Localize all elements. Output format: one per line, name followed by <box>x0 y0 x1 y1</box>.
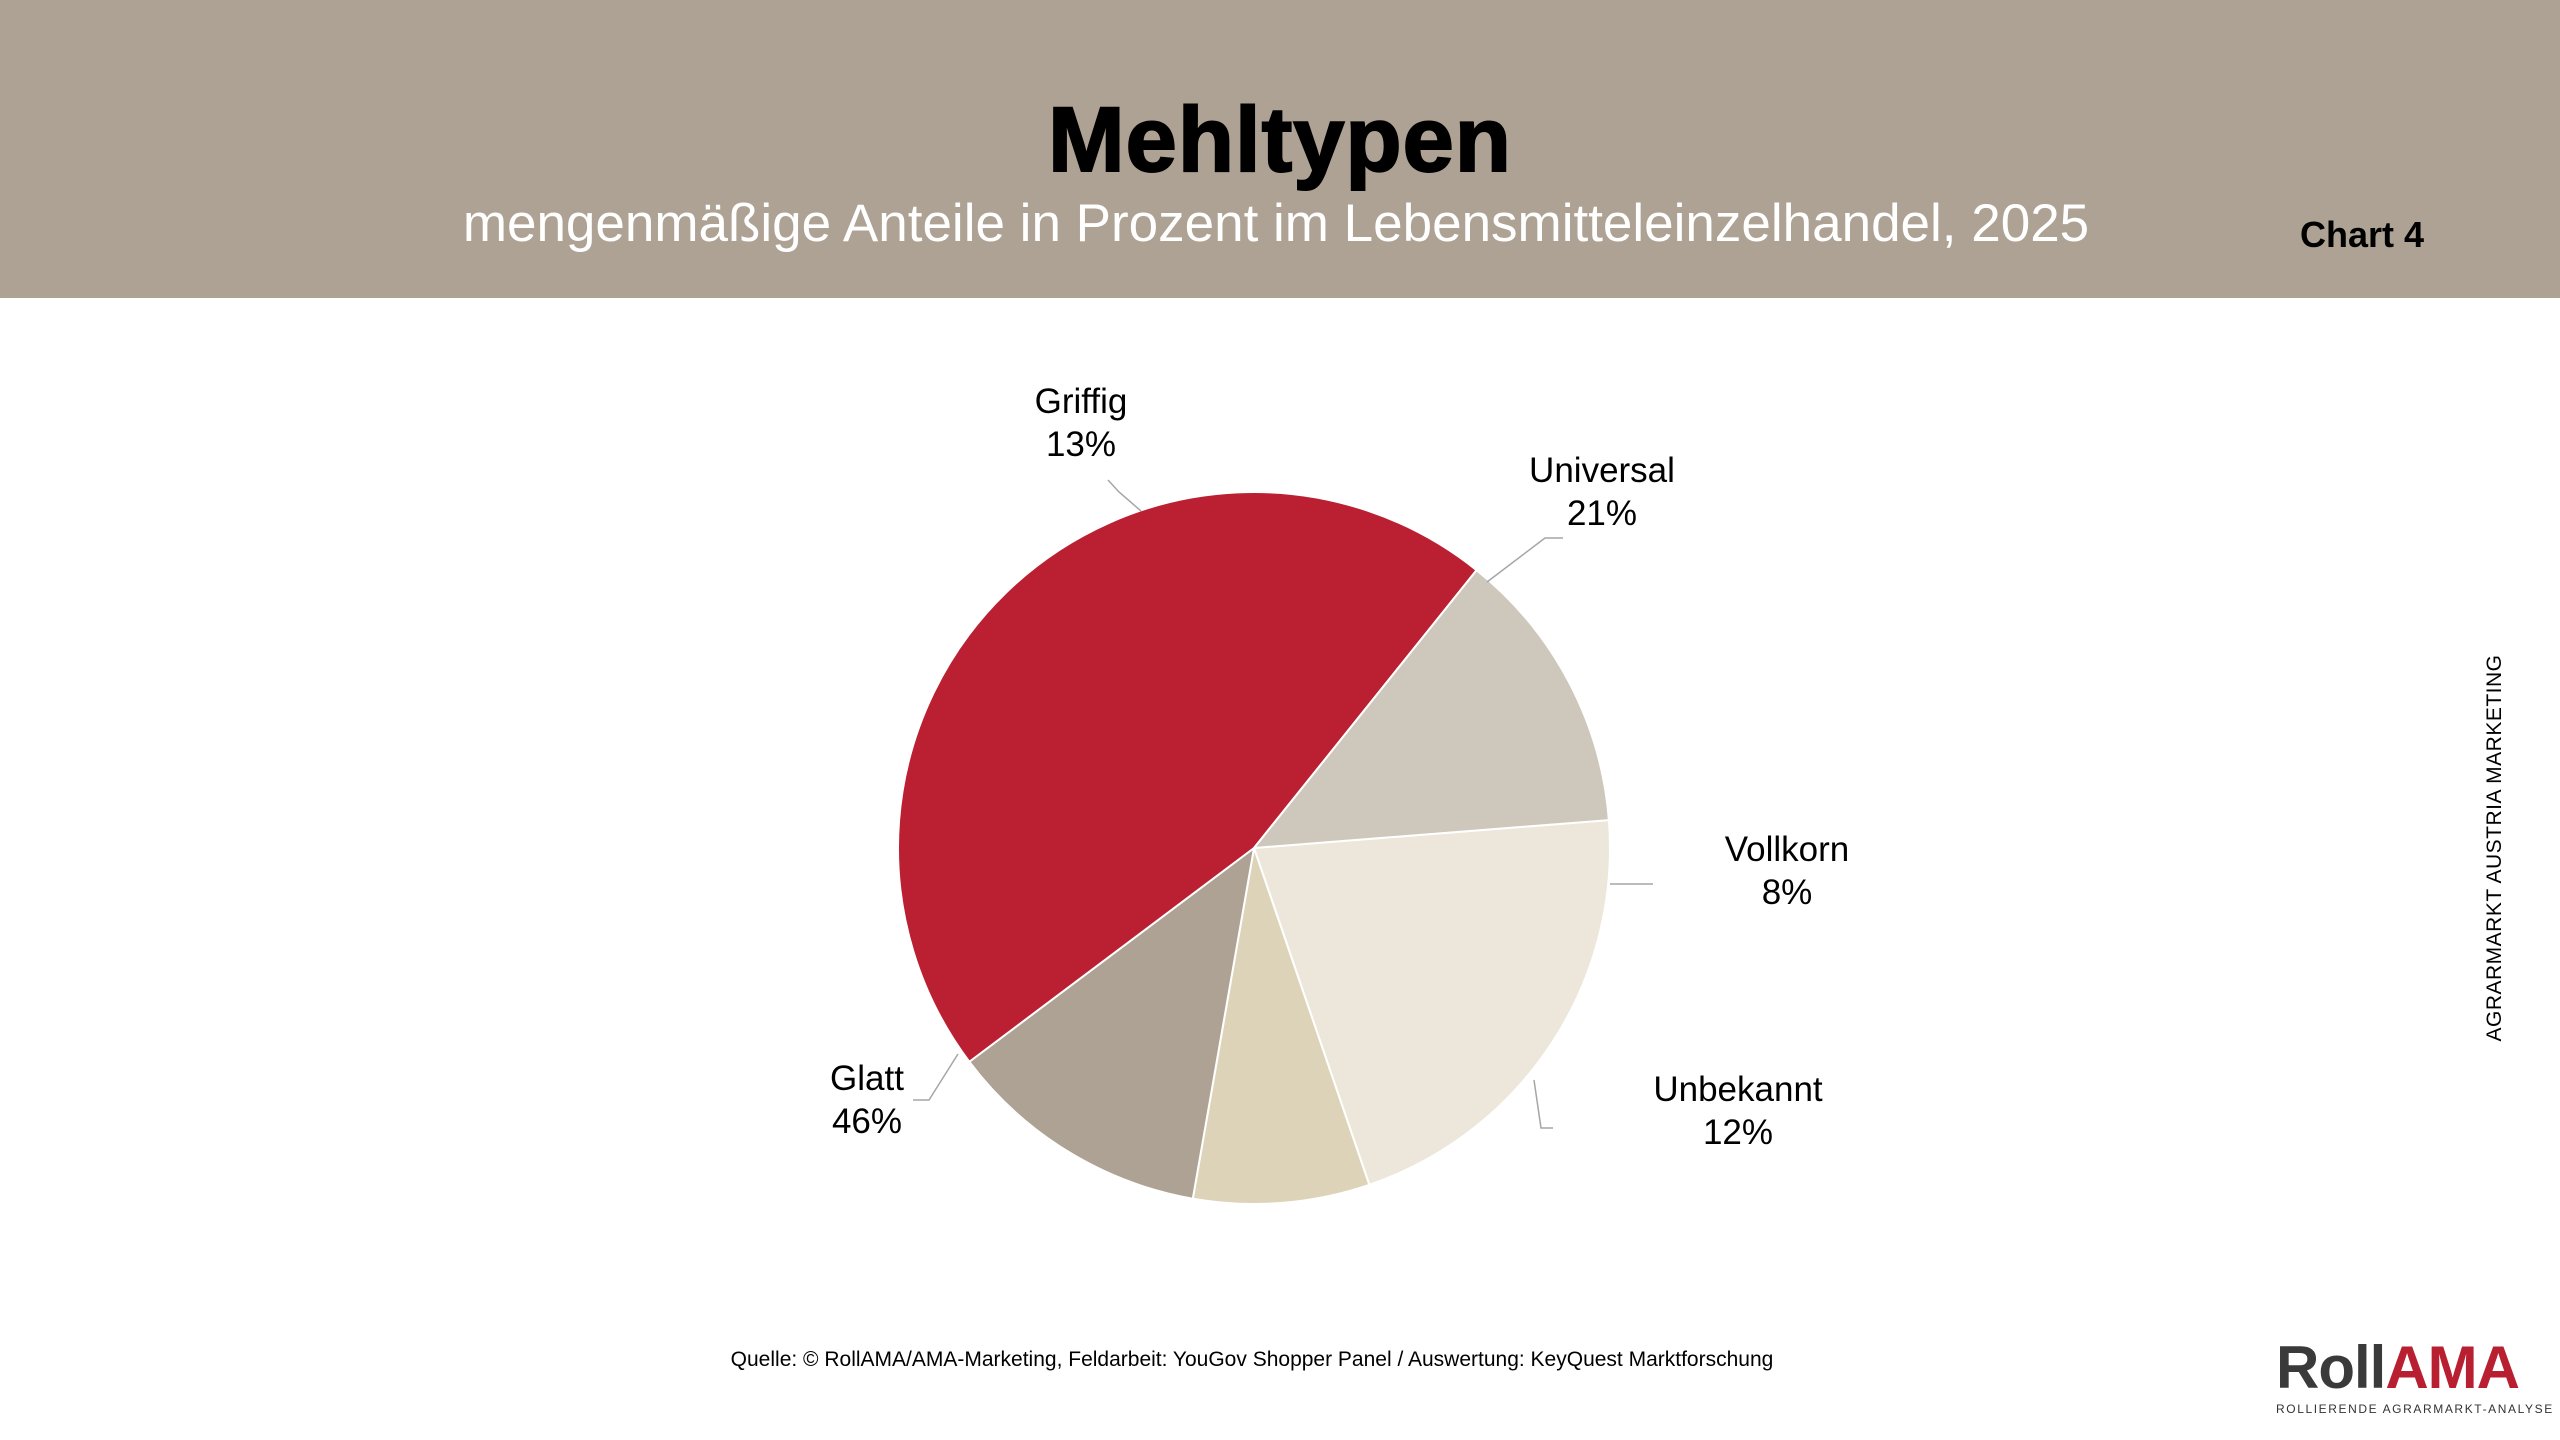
chart-subtitle: mengenmäßige Anteile in Prozent im Leben… <box>0 193 2560 254</box>
slice-label-vollkorn: Vollkorn <box>1725 830 1850 869</box>
pie-slice-vollkorn <box>1191 847 1371 1205</box>
pie-slice-griffig <box>1251 568 1610 850</box>
slice-label-unbekannt: Unbekannt <box>1653 1070 1823 1109</box>
slice-value-griffig: 13% <box>1046 425 1116 464</box>
leader-line-glatt <box>913 1053 959 1101</box>
rollama-logo: RollAMA ROLLIERENDE AGRARMARKT-ANALYSE <box>2276 1338 2554 1417</box>
slice-value-unbekannt: 12% <box>1703 1113 1773 1152</box>
pie-slice-universal <box>1252 818 1611 1187</box>
pie-slice-glatt <box>897 491 1478 1064</box>
slice-label-universal: Universal <box>1529 451 1675 490</box>
leader-line-unbekannt <box>1533 1079 1553 1129</box>
header-band <box>0 0 2560 298</box>
source-note: Quelle: © RollAMA/AMA-Marketing, Feldarb… <box>0 1348 2560 1372</box>
side-vertical-text: AGRARMARKT AUSTRIA MARKETING <box>2483 654 2506 1042</box>
slice-label-griffig: Griffig <box>1035 382 1128 421</box>
chart-subtitle-text: mengenmäßige Anteile in Prozent im Leben… <box>462 194 2090 253</box>
leader-line-universal <box>1486 537 1563 583</box>
logo-wordmark: RollAMA <box>2276 1338 2522 1398</box>
chart-number: Chart 4 <box>2300 214 2425 255</box>
logo-ama: AMA <box>2385 1334 2520 1401</box>
slice-label-glatt: Glatt <box>830 1059 904 1098</box>
leader-line-griffig <box>1107 479 1142 512</box>
pie-slice-unbekannt <box>967 845 1256 1200</box>
source-note-text: Quelle: © RollAMA/AMA-Marketing, Feldarb… <box>730 1348 1774 1371</box>
chart-title: Mehltypen <box>1047 88 1512 192</box>
slice-value-vollkorn: 8% <box>1762 873 1813 912</box>
slice-value-universal: 21% <box>1567 494 1637 533</box>
slice-value-glatt: 46% <box>832 1102 902 1141</box>
logo-roll: Roll <box>2276 1334 2386 1401</box>
logo-tagline: ROLLIERENDE AGRARMARKT-ANALYSE <box>2276 1402 2554 1416</box>
